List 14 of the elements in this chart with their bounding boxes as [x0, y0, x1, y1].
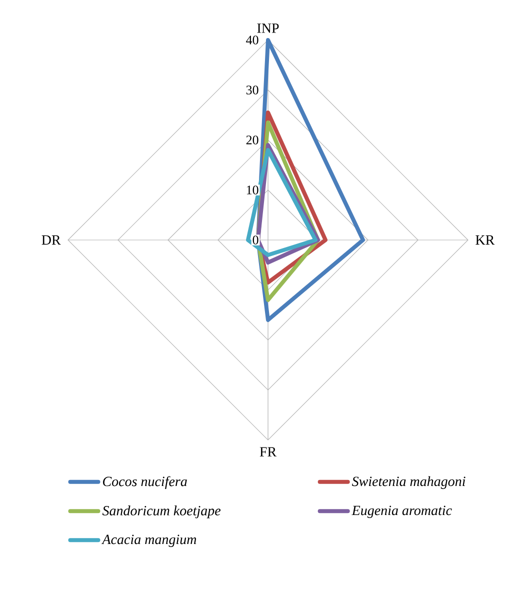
legend-label: Swietenia mahagoni — [352, 476, 466, 489]
spoke-label: INP — [257, 24, 279, 33]
y-tick-label: 10 — [246, 186, 258, 194]
y-tick-label: 0 — [252, 236, 258, 244]
legend-label: Eugenia aromatic — [352, 506, 452, 518]
y-tick-label: 20 — [246, 136, 258, 144]
spoke-label: KR — [476, 235, 495, 245]
spoke-label: DR — [42, 235, 61, 245]
y-tick-label: 40 — [246, 36, 258, 44]
y-tick-label: 30 — [246, 86, 258, 94]
spoke-label: FR — [260, 447, 277, 456]
legend-label: Cocos nucifera — [103, 476, 187, 490]
legend-label: Sandoricum koetjape — [102, 506, 221, 518]
legend-label: Acacia mangium — [101, 534, 196, 548]
